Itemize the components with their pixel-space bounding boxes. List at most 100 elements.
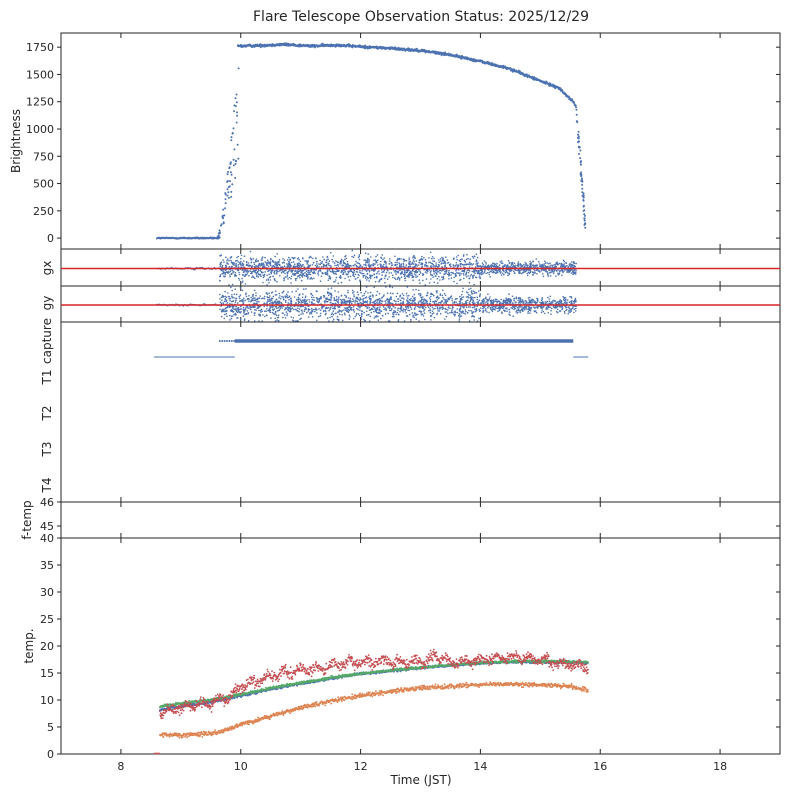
gx-point	[476, 256, 479, 259]
gx-point	[410, 270, 412, 273]
brightness-point	[229, 171, 232, 174]
gy-point	[255, 309, 257, 312]
gy-point	[459, 299, 462, 301]
gy-point	[561, 308, 563, 311]
gx-point	[303, 266, 306, 268]
gy-point	[494, 300, 497, 302]
gx-point	[327, 279, 330, 282]
gx-point	[257, 260, 259, 263]
gx-point	[426, 270, 429, 273]
gx-point	[404, 274, 406, 277]
gx-point	[237, 277, 240, 280]
gx-point	[468, 266, 471, 268]
gx-point	[411, 274, 414, 277]
gx-point	[222, 269, 225, 271]
status-row-label-t2: T2	[40, 406, 54, 422]
gy-point	[368, 307, 371, 309]
gy-point	[278, 300, 281, 303]
gy-point	[372, 296, 374, 298]
gx-point	[412, 270, 414, 272]
brightness-point	[218, 236, 221, 239]
gy-point	[534, 307, 536, 309]
gx-point	[378, 270, 380, 272]
gy-point	[422, 296, 424, 298]
gx-point	[348, 279, 351, 281]
gx-point	[285, 269, 287, 272]
gy-point	[239, 287, 242, 289]
gx-point	[274, 261, 277, 263]
gy-point	[371, 294, 374, 296]
gx-point	[362, 274, 365, 277]
gx-point	[424, 284, 427, 286]
gy-point	[542, 310, 545, 313]
gy-point	[248, 307, 250, 310]
gx-point	[403, 277, 406, 280]
gy-point	[247, 319, 250, 322]
gx-point	[438, 271, 440, 273]
gx-point	[475, 266, 477, 268]
brightness-point	[237, 67, 240, 70]
gx-point	[309, 273, 312, 276]
gx-point	[469, 264, 472, 266]
gx-point	[469, 258, 472, 261]
gx-point	[333, 270, 335, 273]
gx-point	[373, 273, 376, 276]
gx-point	[276, 253, 279, 255]
gx-point	[517, 263, 519, 266]
gy-point	[232, 310, 235, 313]
gx-point	[406, 269, 408, 271]
gy-point	[352, 306, 355, 308]
gy-point	[231, 289, 233, 292]
gy-point	[509, 314, 511, 317]
gx-point	[409, 260, 412, 263]
brightness-points	[155, 42, 587, 240]
gx-point	[481, 262, 484, 264]
gx-point	[445, 256, 447, 259]
gx-point	[307, 276, 309, 278]
gx-point	[321, 260, 324, 263]
gx-point	[526, 274, 529, 277]
gx-point	[296, 270, 299, 272]
gx-point	[571, 264, 573, 267]
brightness-point	[229, 161, 232, 164]
gx-point	[432, 270, 435, 273]
gy-point	[245, 295, 248, 298]
gx-point	[388, 272, 391, 274]
gx-point	[446, 259, 449, 261]
gx-point	[523, 265, 525, 268]
brightness-point	[582, 204, 585, 207]
gx-point	[478, 274, 481, 276]
brightness-point	[444, 51, 447, 54]
gx-point	[529, 260, 531, 263]
gx-point	[555, 263, 557, 265]
gx-point	[294, 269, 297, 272]
gx-point	[226, 262, 229, 265]
gy-point	[255, 292, 257, 294]
gy-point	[527, 312, 529, 314]
gy-point	[380, 317, 382, 320]
gx-point	[572, 262, 575, 264]
gy-point	[555, 310, 558, 313]
gx-point	[255, 258, 258, 260]
gx-point	[494, 263, 497, 266]
gx-point	[346, 273, 349, 276]
gx-point	[440, 260, 442, 262]
gy-point	[271, 291, 274, 293]
gx-point	[344, 270, 347, 273]
gy-point	[406, 297, 409, 299]
gy-point	[277, 319, 280, 322]
gx-point	[544, 262, 547, 264]
gx-point	[461, 270, 464, 273]
gx-point	[429, 271, 432, 273]
gx-point	[492, 265, 495, 268]
gx-point	[517, 265, 519, 268]
gx-point	[280, 266, 282, 268]
gx-point	[293, 266, 295, 268]
gy-point	[527, 297, 530, 299]
gx-point	[266, 259, 269, 262]
brightness-point	[227, 186, 230, 189]
gx-point	[518, 272, 520, 275]
gx-point	[485, 266, 488, 268]
gx-point	[394, 255, 396, 258]
gy-point	[424, 318, 426, 321]
